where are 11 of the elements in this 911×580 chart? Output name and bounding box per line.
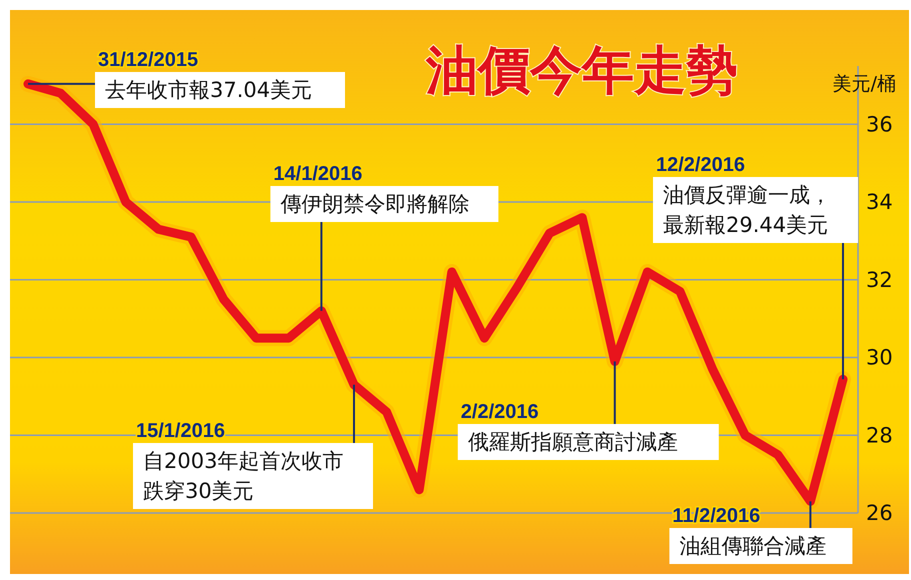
y-tick-label: 26 [866,501,893,525]
y-tick-label: 36 [866,112,893,136]
y-tick-label: 28 [866,423,893,448]
y-tick-label: 34 [866,190,893,214]
y-tick-label: 30 [866,346,893,370]
annotation: 14/1/2016 傳伊朗禁令即將解除 [273,163,470,216]
annotation: 31/12/2015 去年收市報37.04美元 [98,49,312,102]
y-tick-label: 32 [866,268,893,292]
chart-title: 油價今年走勢 [425,41,738,101]
annotation: 12/2/2016 油價反彈逾一成，最新報29.44美元 [656,154,831,237]
annotation: 2/2/2016 俄羅斯指願意商討減產 [460,401,678,454]
